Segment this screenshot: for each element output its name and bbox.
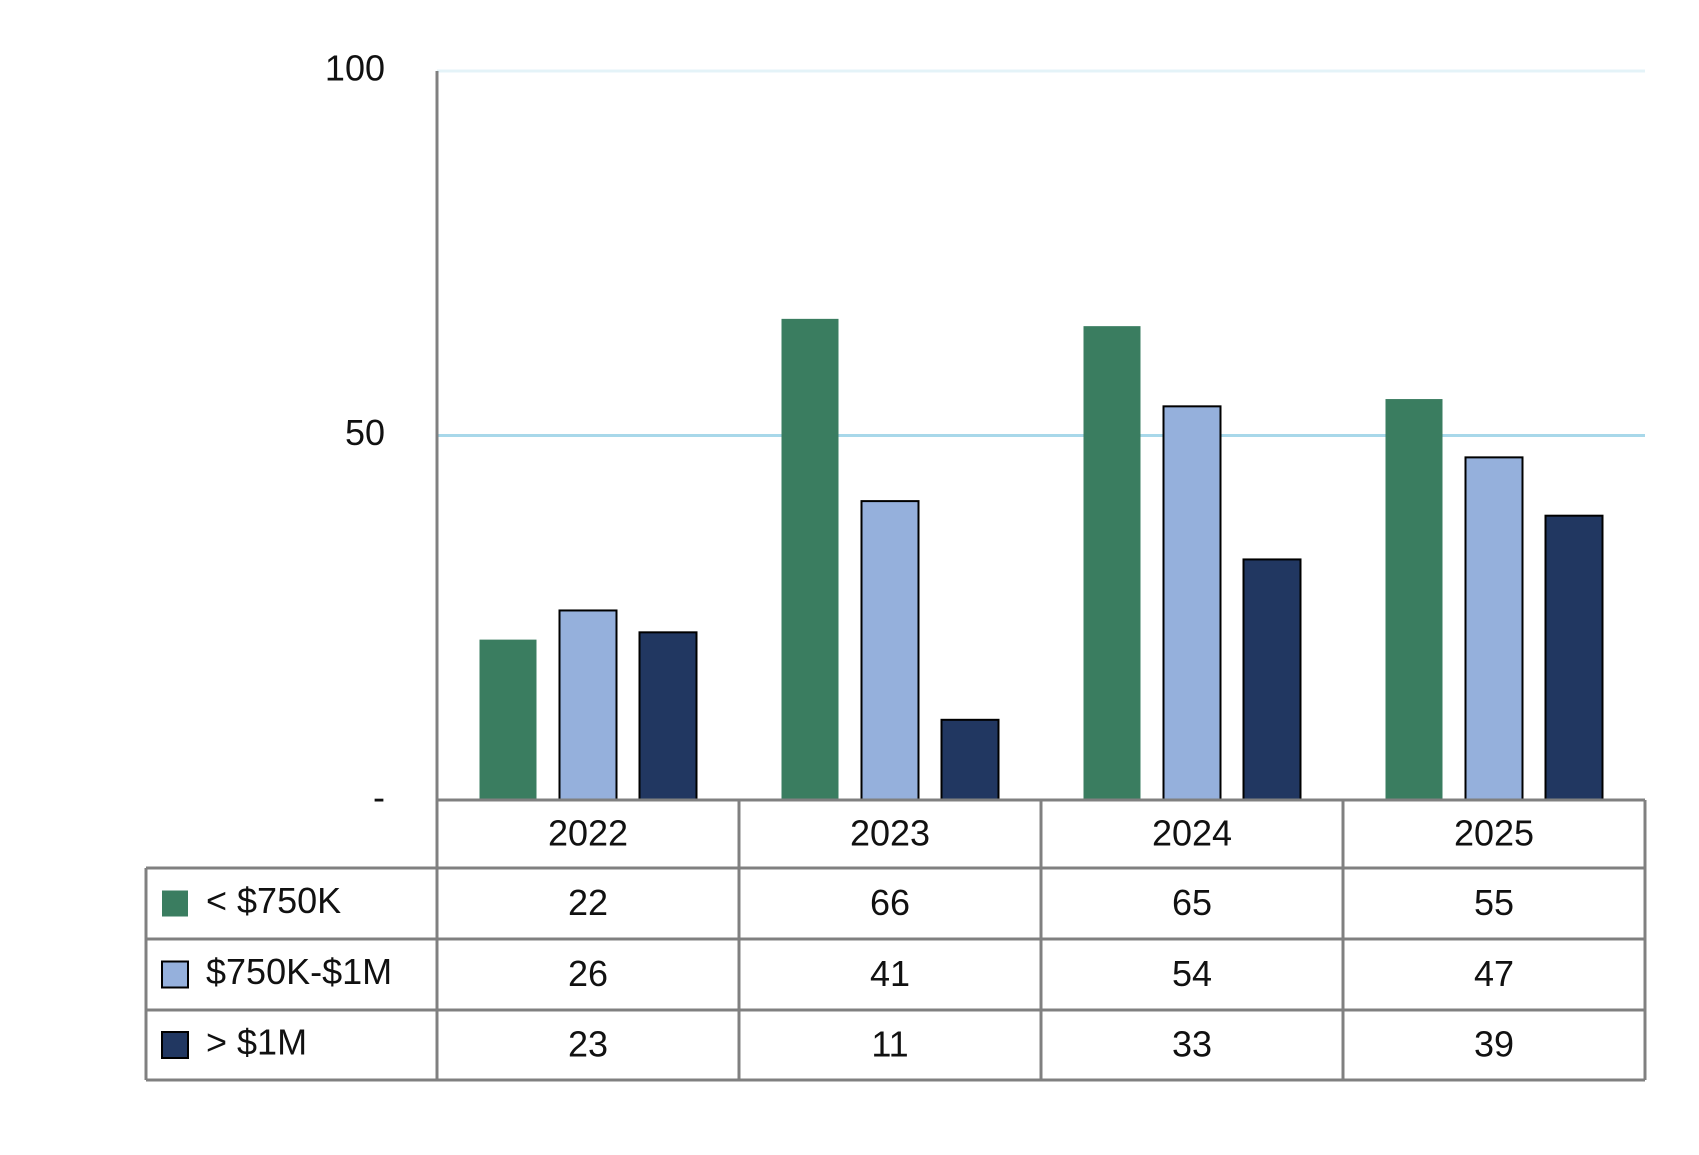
table-value: 41 [870,953,910,994]
table-value: 55 [1474,882,1514,923]
legend-label: $750K-$1M [206,951,392,992]
legend-swatch [161,960,189,989]
bar [558,609,618,802]
bar [1385,399,1443,800]
table-value: 23 [568,1024,608,1065]
bar [940,718,1000,801]
legend-label: > $1M [206,1022,307,1063]
bar [638,631,698,802]
table-value: 22 [568,882,608,923]
x-tick-label: 2024 [1152,813,1232,854]
bar [1464,456,1524,801]
legend-swatch [162,890,188,917]
bar [1544,514,1604,801]
x-tick-label: 2023 [850,813,930,854]
y-tick-label: 50 [345,412,385,453]
y-tick-label: 100 [325,48,385,89]
bar [1242,558,1302,801]
bar [479,639,537,800]
x-tick-label: 2022 [548,813,628,854]
table-value: 33 [1172,1024,1212,1065]
table-value: 66 [870,882,910,923]
bar [1083,326,1141,800]
bar [860,500,920,801]
bar [781,318,839,800]
legend-label: < $750K [206,880,341,921]
table-value: 54 [1172,953,1212,994]
table-value: 11 [871,1024,908,1065]
bar [1162,405,1222,801]
x-tick-label: 2025 [1454,813,1534,854]
table-value: 26 [568,953,608,994]
table-value: 47 [1474,953,1514,994]
y-tick-label: - [373,777,385,818]
table-value: 39 [1474,1024,1514,1065]
legend-swatch [161,1031,189,1059]
table-value: 65 [1172,882,1212,923]
